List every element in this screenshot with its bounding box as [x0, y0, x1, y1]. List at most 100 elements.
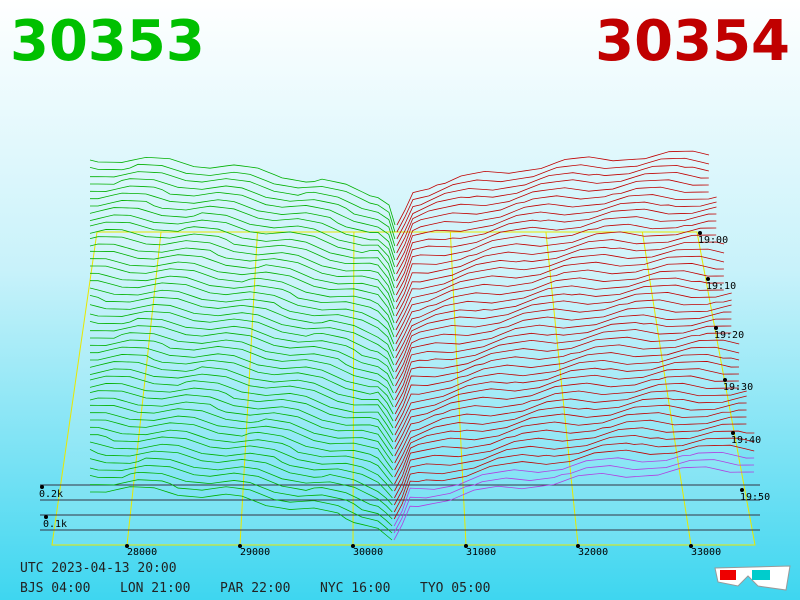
floor-line	[239, 231, 258, 546]
floor-grid	[40, 231, 760, 546]
bid-depth	[89, 178, 396, 247]
ask-depth	[394, 354, 740, 429]
ask-depth	[393, 466, 755, 541]
bid-depth	[89, 221, 395, 289]
ask-depth	[395, 299, 732, 373]
bid-depth	[89, 310, 394, 373]
bid-depth	[89, 250, 395, 317]
ask-price: 30354	[595, 9, 790, 74]
ask-depth	[393, 437, 755, 513]
ask-depth	[395, 270, 724, 345]
ask-depth	[394, 339, 740, 415]
time-label: 19:00	[698, 235, 728, 246]
bid-depth	[89, 441, 393, 499]
ask-depth	[396, 213, 717, 289]
tick-dot	[706, 277, 710, 281]
depth-label: 0.1k	[43, 519, 67, 530]
price-label: 32000	[578, 547, 608, 558]
ask-depth	[396, 172, 709, 247]
price-label: 33000	[691, 547, 721, 558]
bid-depth	[89, 325, 394, 387]
ask-depth	[394, 395, 747, 471]
floor-line	[449, 231, 467, 546]
price-label: 29000	[240, 547, 270, 558]
tick-dot	[44, 515, 48, 519]
tick-dot	[40, 485, 44, 489]
tick-dot	[698, 231, 702, 235]
ask-depth	[395, 227, 717, 303]
bid-depth	[89, 332, 394, 394]
ask-depth	[395, 292, 732, 366]
ask-depth	[395, 241, 725, 317]
ask-depth	[394, 368, 739, 443]
glasses-icon	[714, 565, 791, 591]
tick-dot	[714, 326, 718, 330]
floor-line	[641, 231, 692, 546]
time-label: 19:50	[740, 492, 770, 503]
bid-depth	[89, 317, 394, 380]
bid-depth	[89, 163, 396, 233]
bid-depth	[89, 287, 395, 352]
ask-depth	[393, 444, 755, 520]
tick-dot	[464, 544, 468, 548]
bid-depth	[89, 243, 395, 310]
bid-depth	[89, 412, 393, 471]
time-label: 19:30	[723, 382, 753, 393]
price-label: 30000	[353, 547, 383, 558]
bid-depth	[89, 258, 395, 324]
time-label: 19:10	[706, 281, 736, 292]
bid-depth	[89, 192, 396, 261]
bid-depth	[89, 361, 394, 422]
ask-depth	[395, 304, 732, 380]
bid-depth	[89, 207, 395, 275]
ask-depth	[394, 416, 747, 492]
ask-depth	[395, 318, 732, 394]
bid-depth	[89, 236, 395, 303]
clock: TYO 05:00	[420, 581, 490, 596]
ask-depth	[395, 255, 725, 331]
ask-depth	[395, 311, 732, 387]
ask-depth	[396, 201, 717, 275]
ask-depth	[394, 332, 732, 408]
tick-dot	[740, 488, 744, 492]
floor-line	[545, 231, 579, 546]
bid-depth	[89, 448, 393, 506]
labels: 28000 29000 30000 31000 32000 33000 0.2k 0.1k 19…	[20, 231, 770, 596]
ask-depth	[394, 409, 747, 485]
price-label: 28000	[127, 547, 157, 558]
ask-depth	[395, 220, 717, 296]
depth-label: 0.2k	[39, 489, 63, 500]
utc-time: UTC 2023-04-13 20:00	[20, 561, 177, 576]
tick-dot	[576, 544, 580, 548]
bid-depth	[89, 346, 394, 408]
bid-depth	[89, 375, 394, 436]
ask-depth	[396, 194, 717, 268]
bid-depth	[89, 471, 393, 527]
ask-depth	[394, 346, 740, 422]
floor-outline	[51, 231, 756, 546]
bid-depth	[89, 434, 393, 492]
bid-depth	[89, 265, 395, 331]
ask-depth	[395, 248, 725, 324]
bid-price: 30353	[10, 9, 205, 74]
ask-depth	[396, 150, 710, 226]
price-label: 31000	[466, 547, 496, 558]
bid-depth	[89, 426, 393, 485]
ask-depth	[394, 325, 732, 401]
tick-dot	[731, 431, 735, 435]
tick-dot	[689, 544, 693, 548]
tick-dot	[723, 378, 727, 382]
clock: NYC 16:00	[320, 581, 390, 596]
ask-depth	[396, 179, 709, 254]
bid-depth	[89, 486, 393, 541]
bid-depth	[89, 479, 393, 534]
ask-depth	[395, 277, 724, 352]
clock: BJS 04:00	[20, 581, 90, 596]
ask-depth	[394, 423, 747, 499]
time-label: 19:40	[731, 435, 761, 446]
time-label: 19:20	[714, 330, 744, 341]
ask-depth	[394, 402, 747, 478]
bid-depth	[89, 229, 395, 296]
ask-depth	[396, 157, 710, 233]
